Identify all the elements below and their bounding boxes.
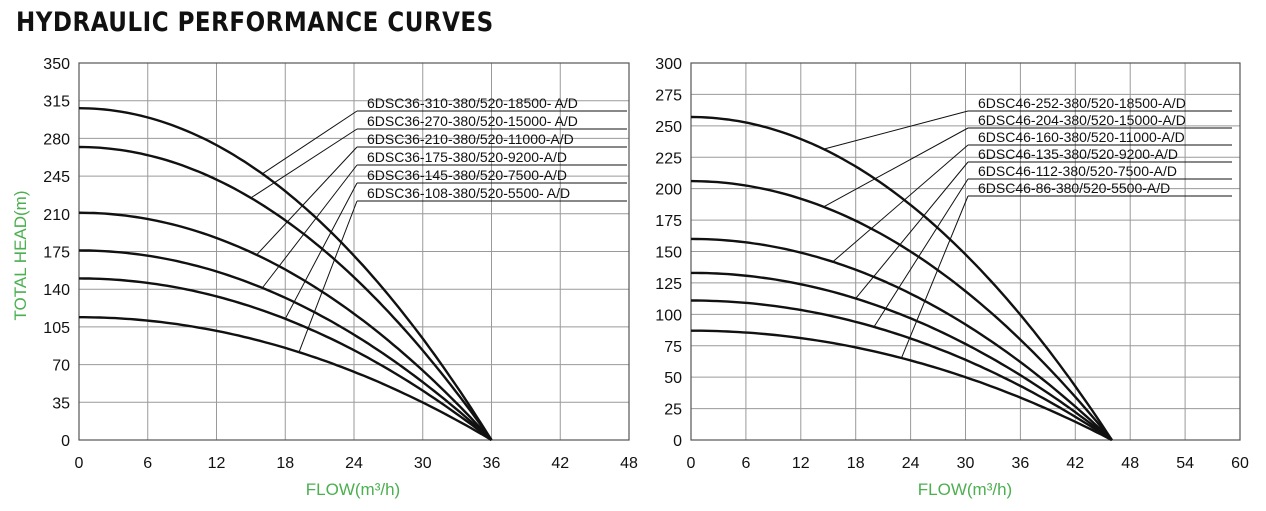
y-tick-label: 50: [664, 370, 682, 387]
series-label: 6DSC36-270-380/520-15000- A/D: [367, 113, 578, 129]
y-tick-label: 105: [43, 320, 70, 337]
pump-curve-5: [691, 299, 1113, 442]
leader-line: [832, 144, 969, 263]
series-label: 6DSC46-160-380/520-11000-A/D: [978, 129, 1185, 145]
series-label: 6DSC36-175-380/520-9200-A/D: [367, 149, 567, 165]
x-tick-label: 0: [687, 455, 696, 472]
series-label: 6DSC46-112-380/520-7500-A/D: [978, 163, 1177, 179]
leader-line: [262, 110, 358, 175]
x-tick-label: 54: [1176, 455, 1194, 472]
pump-curve-1: [690, 115, 1113, 441]
y-tick-label: 250: [655, 119, 682, 136]
y-tick-label: 175: [655, 213, 682, 230]
y-tick-label: 125: [655, 276, 682, 293]
x-tick-label: 36: [1012, 455, 1030, 472]
chart-2: 0 6 12 18 24 30 36 42 48 54 60 0 25 50 75 100 125 150 175 2…: [655, 56, 1249, 499]
x-tick-label: 6: [741, 455, 750, 472]
x-tick-label: 24: [902, 455, 920, 472]
leader-line: [261, 164, 358, 289]
series-label: 6DSC46-86-380/520-5500-A/D: [978, 180, 1170, 196]
series-label: 6DSC46-135-380/520-9200-A/D: [978, 146, 1178, 162]
y-tick-label: 210: [43, 207, 70, 224]
leader-line: [250, 128, 358, 199]
series-label: 6DSC36-310-380/520-18500- A/D: [367, 95, 578, 111]
leader-line: [900, 195, 969, 359]
y-tick-label: 0: [61, 433, 70, 450]
x-tick-label: 42: [1066, 455, 1084, 472]
leader-line: [873, 178, 969, 328]
leader-line: [823, 110, 969, 150]
pump-curve-6: [79, 316, 493, 442]
y-tick-label: 0: [673, 433, 682, 450]
plot-frame: [690, 62, 1241, 441]
pump-curve-1: [78, 107, 493, 441]
x-tick-label: 36: [483, 455, 501, 472]
x-tick-label: 24: [345, 455, 363, 472]
y-tick-label: 150: [655, 245, 682, 262]
y-tick-label: 200: [655, 182, 682, 199]
y-tick-label: 300: [655, 56, 682, 73]
x-tick-label: 0: [75, 455, 84, 472]
y-tick-label: 350: [43, 56, 70, 73]
y-tick-label: 315: [43, 94, 70, 111]
x-tick-label: 30: [414, 455, 432, 472]
x-tick-label: 18: [276, 455, 294, 472]
x-tick-label: 6: [143, 455, 152, 472]
x-axis-label: FLOW(m³/h): [918, 480, 1012, 499]
y-tick-label: 25: [664, 402, 682, 419]
leader-line: [284, 182, 358, 320]
y-tick-label: 245: [43, 169, 70, 186]
y-axis-label: TOTAL HEAD(m): [11, 190, 30, 320]
x-tick-label: 48: [620, 455, 638, 472]
y-tick-label: 70: [52, 358, 70, 375]
y-tick-label: 75: [664, 339, 682, 356]
series-label: 6DSC36-108-380/520-5500- A/D: [367, 185, 570, 201]
leader-line: [855, 161, 969, 299]
pump-curve-3: [690, 237, 1113, 441]
x-tick-label: 60: [1231, 455, 1249, 472]
leader-line: [823, 127, 969, 208]
y-tick-label: 100: [655, 307, 682, 324]
x-tick-label: 12: [208, 455, 226, 472]
page-title: HYDRAULIC PERFORMANCE CURVES: [16, 8, 494, 38]
pump-curve-3: [78, 211, 493, 441]
series-label: 6DSC36-145-380/520-7500-A/D: [367, 167, 567, 183]
x-tick-label: 30: [957, 455, 975, 472]
pump-curve-4: [78, 249, 493, 441]
pump-curve-4: [691, 271, 1113, 441]
leader-line: [298, 200, 358, 353]
y-tick-label: 175: [43, 245, 70, 262]
x-tick-label: 48: [1121, 455, 1139, 472]
pump-curve-2: [690, 179, 1113, 441]
x-tick-label: 18: [847, 455, 865, 472]
x-tick-label: 42: [551, 455, 569, 472]
series-label: 6DSC46-204-380/520-15000-A/D: [978, 112, 1186, 128]
series-label: 6DSC46-252-380/520-18500-A/D: [978, 95, 1186, 111]
x-axis-label: FLOW(m³/h): [306, 480, 400, 499]
y-tick-label: 225: [655, 150, 682, 167]
y-tick-label: 35: [52, 395, 70, 412]
series-label: 6DSC36-210-380/520-11000-A/D: [367, 131, 574, 147]
x-tick-label: 12: [792, 455, 810, 472]
leader-line: [256, 146, 358, 256]
pump-curve-2: [78, 145, 493, 441]
y-tick-label: 140: [43, 282, 70, 299]
chart-1: 0 6 12 18 24 30 36 42 48 0 35 70 105 140 175 210 245 280 3…: [11, 56, 638, 499]
y-tick-label: 275: [655, 87, 682, 104]
y-tick-label: 280: [43, 131, 70, 148]
